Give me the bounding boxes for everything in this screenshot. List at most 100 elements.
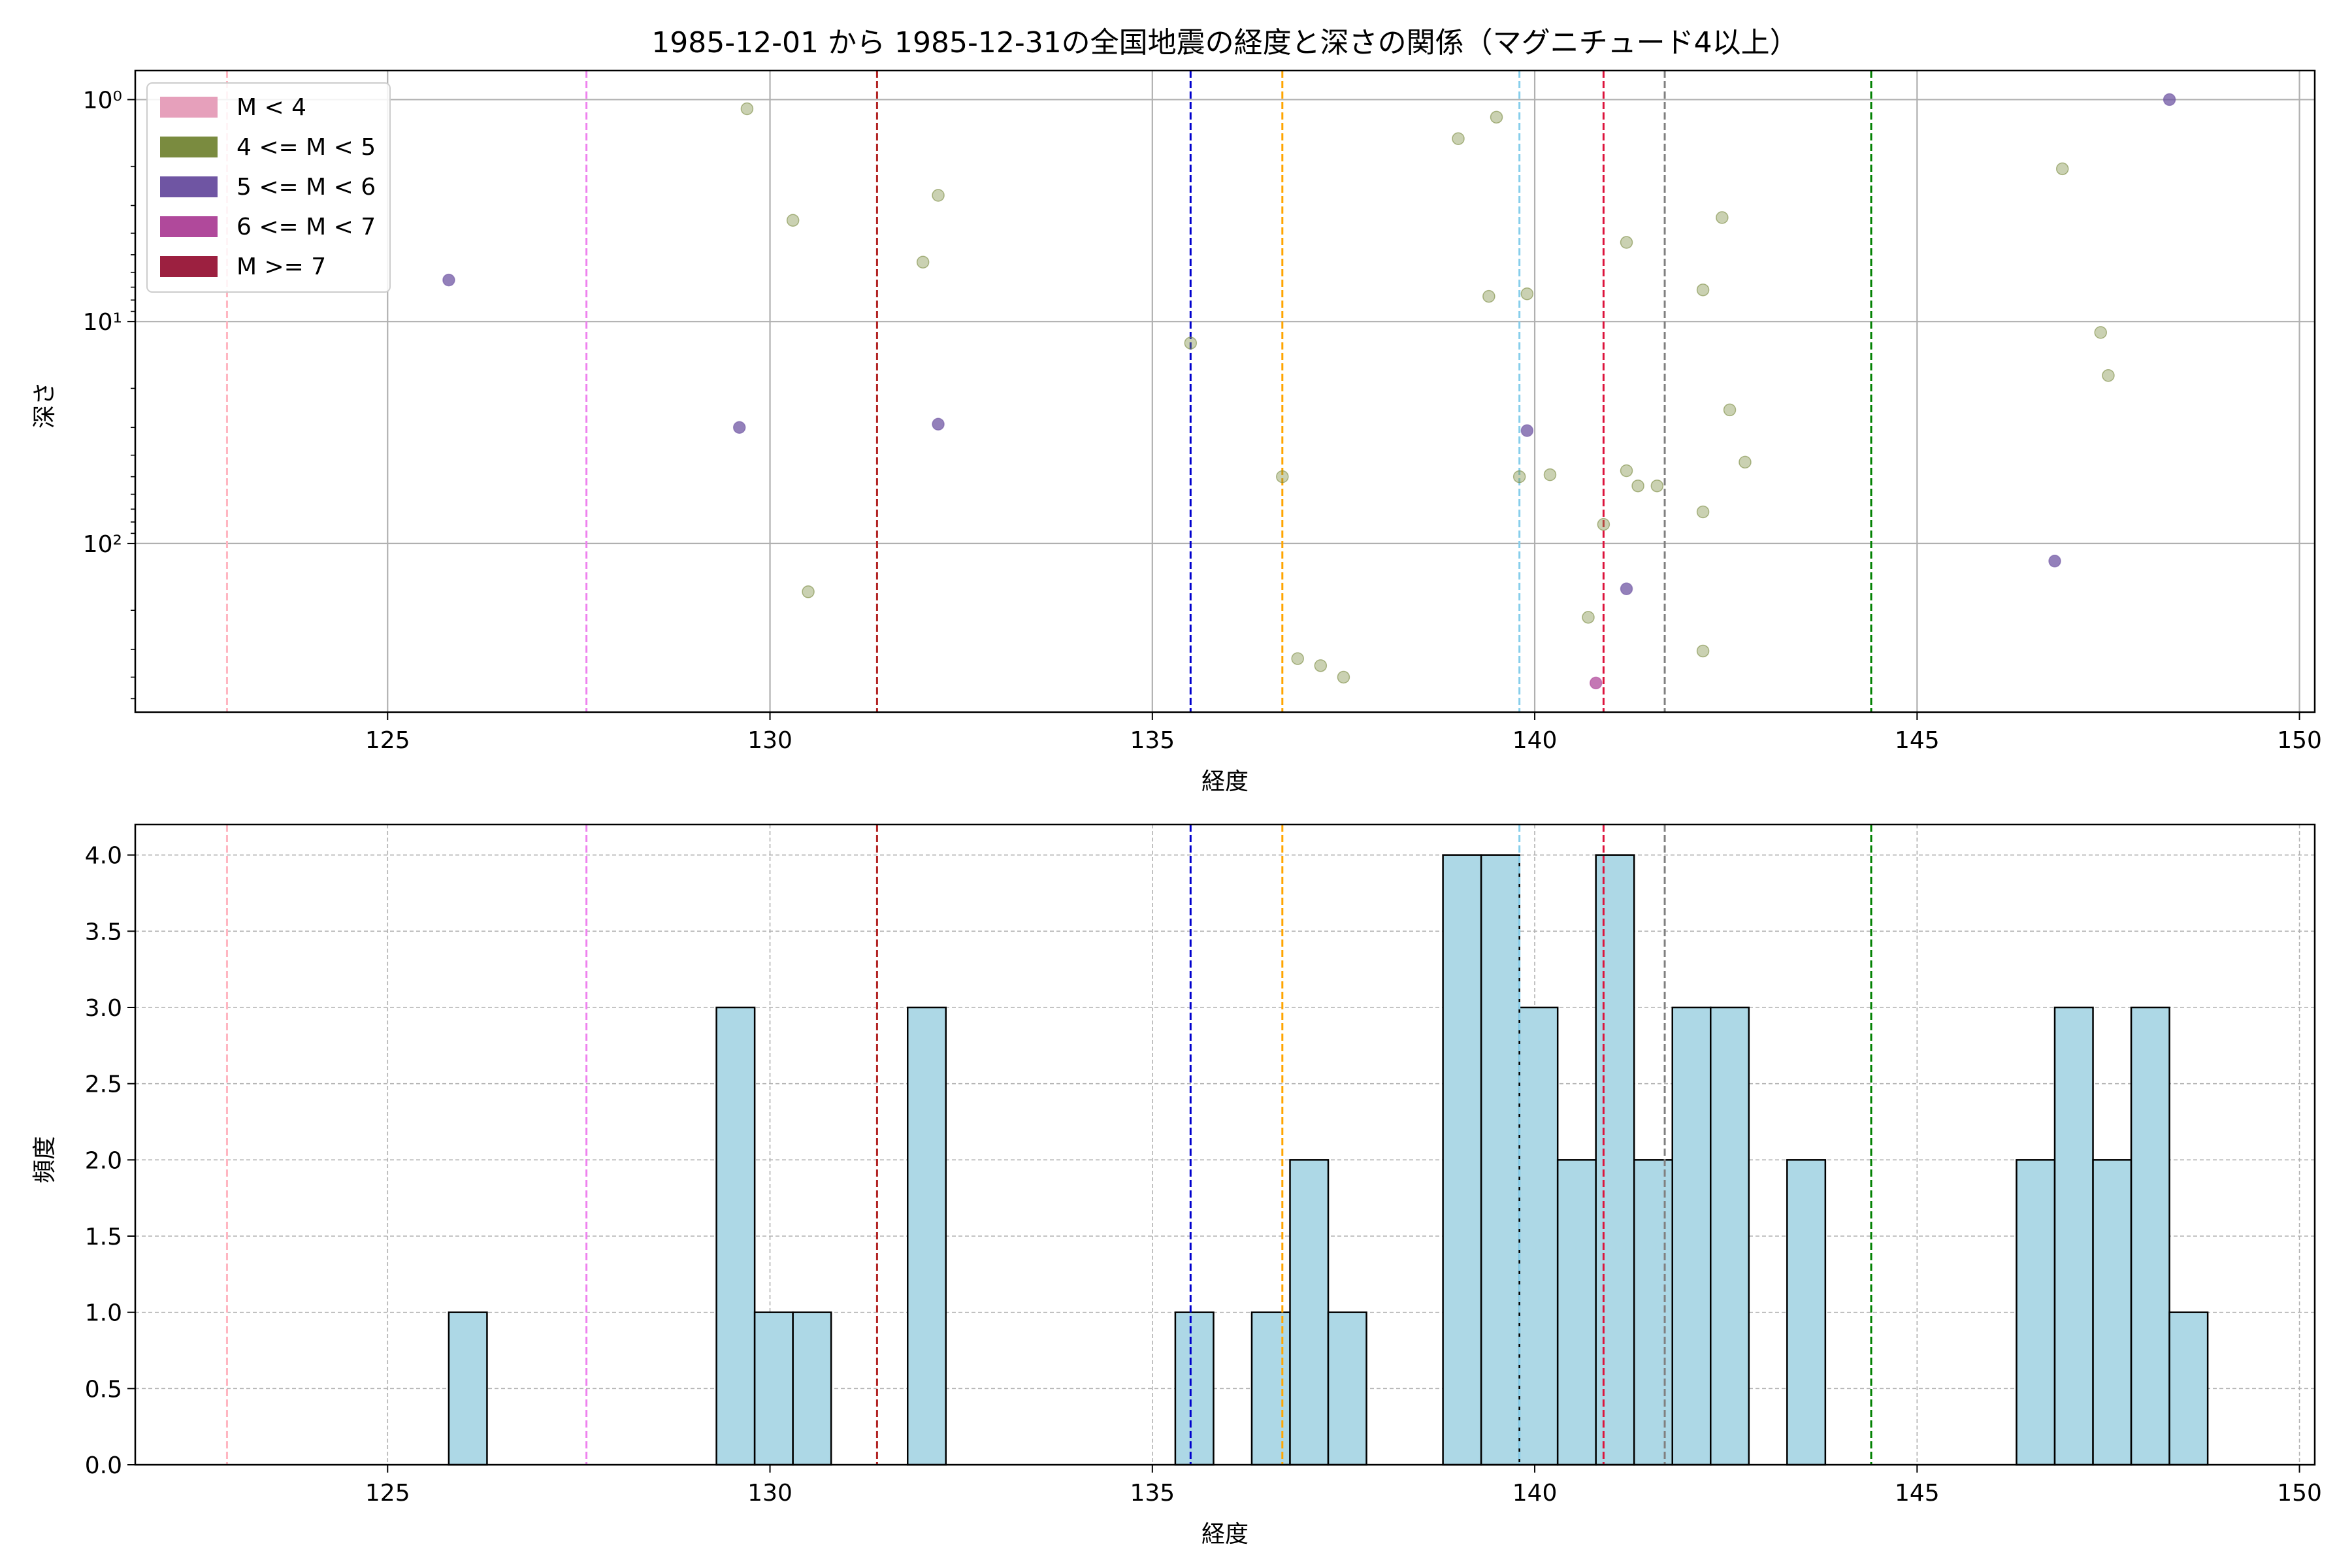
scatter-point: [1739, 455, 1752, 469]
scatter-point: [1184, 336, 1198, 350]
scatter-point: [1490, 110, 1503, 124]
scatter-point: [1650, 479, 1664, 493]
histogram-bar: [1289, 1159, 1330, 1466]
histogram-bar: [1786, 1159, 1827, 1466]
scatter-point: [1512, 470, 1526, 483]
histogram-bar: [1633, 1159, 1674, 1466]
chart-title: 1985-12-01 から 1985-12-31の全国地震の経度と深さの関係（マ…: [651, 26, 1798, 59]
scatter-point: [2163, 93, 2176, 106]
legend-label: 6 <= M < 7: [237, 214, 376, 240]
histogram-bar: [1518, 1006, 1559, 1466]
histogram-panel: 経度 頻度 125 130 135 140 145 150 0.0 0.5 1.0 1.5 2.0 2…: [31, 823, 2322, 1548]
histogram-bar: [1671, 1006, 1712, 1466]
scatter-point: [1631, 479, 1644, 493]
scatter-point: [2048, 555, 2061, 568]
scatter-point: [732, 421, 746, 434]
legend-label: M >= 7: [237, 253, 326, 280]
histogram-ytick-label: 0.5: [85, 1376, 122, 1403]
scatter-panel: 経度 深さ 125 130 135 140 145 150 10⁰ 10¹ 10² M < 4 4 …: [31, 69, 2322, 795]
scatter-point: [1520, 287, 1534, 301]
scatter-point: [1716, 211, 1729, 224]
scatter-point: [1620, 582, 1633, 596]
legend-frame: [146, 82, 391, 293]
histogram-bar: [2053, 1006, 2094, 1466]
histogram-ytick-label: 1.5: [85, 1224, 122, 1250]
scatter-point: [1452, 132, 1465, 146]
scatter-point: [1482, 289, 1495, 303]
histogram-bar: [2016, 1159, 2056, 1466]
scatter-xtick-label: 135: [1130, 727, 1175, 754]
histogram-xtick-label: 125: [365, 1480, 410, 1507]
histogram-bar: [792, 1311, 832, 1466]
histogram-ytick-label: 4.0: [85, 843, 122, 870]
scatter-ylabel: 深さ: [31, 382, 58, 429]
histogram-ytick-label: 0.0: [85, 1452, 122, 1479]
scatter-xtick-label: 150: [2277, 727, 2322, 754]
histogram-xtick-label: 135: [1130, 1480, 1175, 1507]
legend-swatch: [160, 216, 218, 237]
histogram-ytick-label: 3.0: [85, 995, 122, 1022]
scatter-point: [442, 273, 455, 287]
scatter-point: [1696, 283, 1710, 297]
legend-label: M < 4: [237, 94, 306, 121]
scatter-point: [1589, 676, 1603, 690]
histogram-bar: [753, 1311, 794, 1466]
scatter-point: [932, 417, 945, 431]
scatter-ytick-label: 10⁰: [83, 87, 122, 114]
scatter-point: [1582, 611, 1595, 624]
scatter-point: [1597, 517, 1610, 531]
histogram-bar: [2130, 1006, 2170, 1466]
scatter-axes-frame: [134, 69, 2316, 713]
scatter-point: [1337, 670, 1350, 684]
histogram-bar: [1595, 854, 1635, 1466]
legend-swatch: [160, 176, 218, 197]
scatter-point: [2102, 368, 2115, 382]
histogram-bar: [715, 1006, 756, 1466]
scatter-point: [2094, 326, 2108, 339]
histogram-ytick-label: 2.5: [85, 1071, 122, 1098]
scatter-xtick-label: 130: [747, 727, 792, 754]
scatter-xlabel: 経度: [1201, 768, 1249, 795]
scatter-point: [1520, 424, 1534, 437]
histogram-bar: [1174, 1311, 1215, 1466]
histogram-bar: [1327, 1311, 1367, 1466]
histogram-axes-frame: [134, 823, 2316, 1466]
histogram-ytick-label: 2.0: [85, 1147, 122, 1174]
histogram-ylabel: 頻度: [31, 1136, 58, 1183]
legend-swatch: [160, 97, 218, 118]
histogram-bar: [1480, 854, 1520, 1466]
histogram-xtick-label: 145: [1895, 1480, 1940, 1507]
scatter-ytick-label: 10²: [83, 531, 122, 558]
scatter-point: [1276, 470, 1289, 483]
histogram-bar: [1556, 1159, 1597, 1466]
legend-label: 5 <= M < 6: [237, 174, 376, 201]
scatter-point: [802, 585, 815, 598]
histogram-bar: [1442, 854, 1482, 1466]
histogram-xlabel: 経度: [1201, 1521, 1249, 1548]
legend-label: 4 <= M < 5: [237, 134, 376, 161]
scatter-point: [1291, 652, 1304, 665]
scatter-point: [1723, 403, 1737, 417]
scatter-xtick-label: 140: [1512, 727, 1558, 754]
scatter-point: [740, 102, 754, 116]
scatter-xtick-label: 145: [1895, 727, 1940, 754]
scatter-xtick-label: 125: [365, 727, 410, 754]
scatter-point: [916, 255, 930, 269]
scatter-point: [2055, 162, 2069, 176]
scatter-point: [1620, 464, 1633, 478]
histogram-xtick-label: 140: [1512, 1480, 1558, 1507]
histogram-bar: [2168, 1311, 2209, 1466]
histogram-bar: [448, 1311, 488, 1466]
histogram-bar: [906, 1006, 947, 1466]
scatter-legend: M < 4 4 <= M < 5 5 <= M < 6 6 <= M < 7 M >= …: [146, 82, 391, 293]
scatter-point: [1696, 644, 1710, 658]
scatter-point: [786, 214, 800, 227]
histogram-ytick-label: 1.0: [85, 1300, 122, 1327]
scatter-ytick-label: 10¹: [83, 309, 122, 336]
histogram-bar: [1710, 1006, 1750, 1466]
histogram-ytick-label: 3.5: [85, 919, 122, 945]
scatter-point: [1543, 468, 1557, 482]
histogram-xtick-label: 150: [2277, 1480, 2322, 1507]
